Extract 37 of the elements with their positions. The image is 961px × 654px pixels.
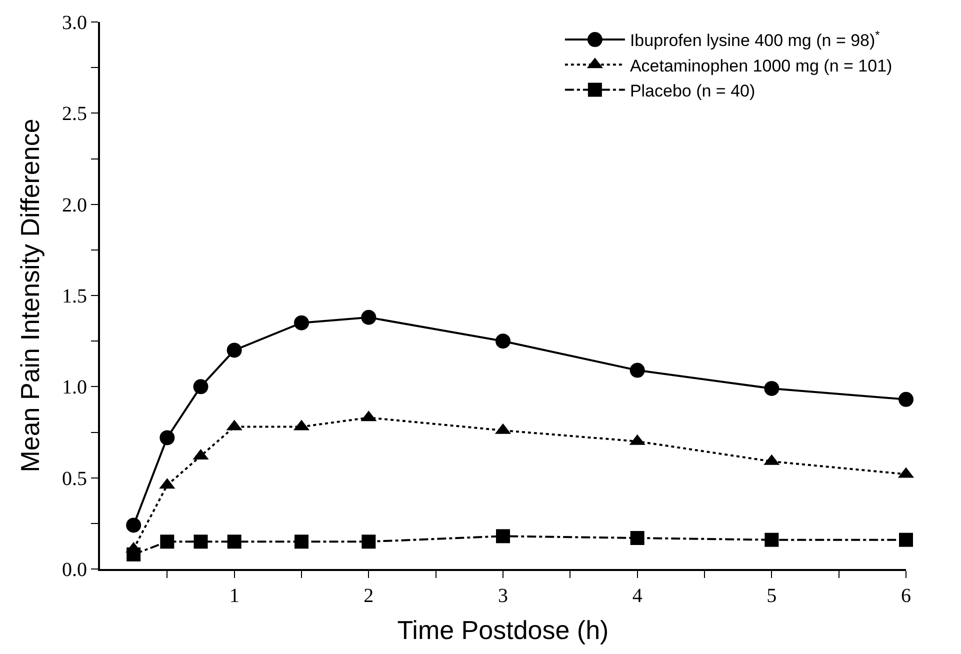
x-tick-label: 6 — [901, 585, 911, 607]
point — [764, 532, 779, 547]
y-axis-title: Mean Pain Intensity Difference — [14, 118, 45, 472]
legend-label: Placebo (n = 40) — [630, 81, 756, 100]
y-tick-label: 3.0 — [62, 12, 87, 34]
point — [294, 315, 309, 330]
point — [899, 532, 913, 547]
point — [496, 334, 510, 349]
point — [126, 518, 142, 533]
point — [764, 380, 780, 396]
point — [227, 534, 242, 549]
point — [496, 529, 510, 544]
x-tick-label: 2 — [364, 585, 374, 607]
legend-label: Acetaminophen 1000 mg (n = 101) — [630, 56, 892, 76]
y-tick-label: 2.5 — [62, 103, 87, 126]
y-tick-label: 2.0 — [62, 194, 87, 216]
point — [630, 531, 644, 545]
x-tick-label: 3 — [498, 585, 508, 607]
point — [226, 342, 242, 358]
point — [294, 534, 308, 549]
point — [194, 534, 208, 549]
y-tick-label: 0.5 — [62, 468, 87, 490]
point — [898, 392, 914, 407]
x-tick-label: 5 — [766, 585, 777, 607]
y-tick-label: 1.0 — [62, 376, 87, 399]
point — [361, 310, 376, 325]
x-axis-title: Time Postdose (h) — [397, 615, 609, 646]
point — [160, 534, 174, 549]
x-tick-label: 4 — [632, 585, 642, 607]
point — [362, 534, 376, 549]
legend-label: Ibuprofen lysine 400 mg (n = 98)$^{*}$ — [630, 28, 880, 50]
point — [193, 379, 208, 394]
point — [630, 362, 645, 378]
y-tick-label: 0.0 — [62, 559, 87, 581]
x-tick-label: 1 — [229, 585, 240, 607]
y-tick-label: 1.5 — [62, 286, 87, 308]
point — [160, 430, 175, 446]
